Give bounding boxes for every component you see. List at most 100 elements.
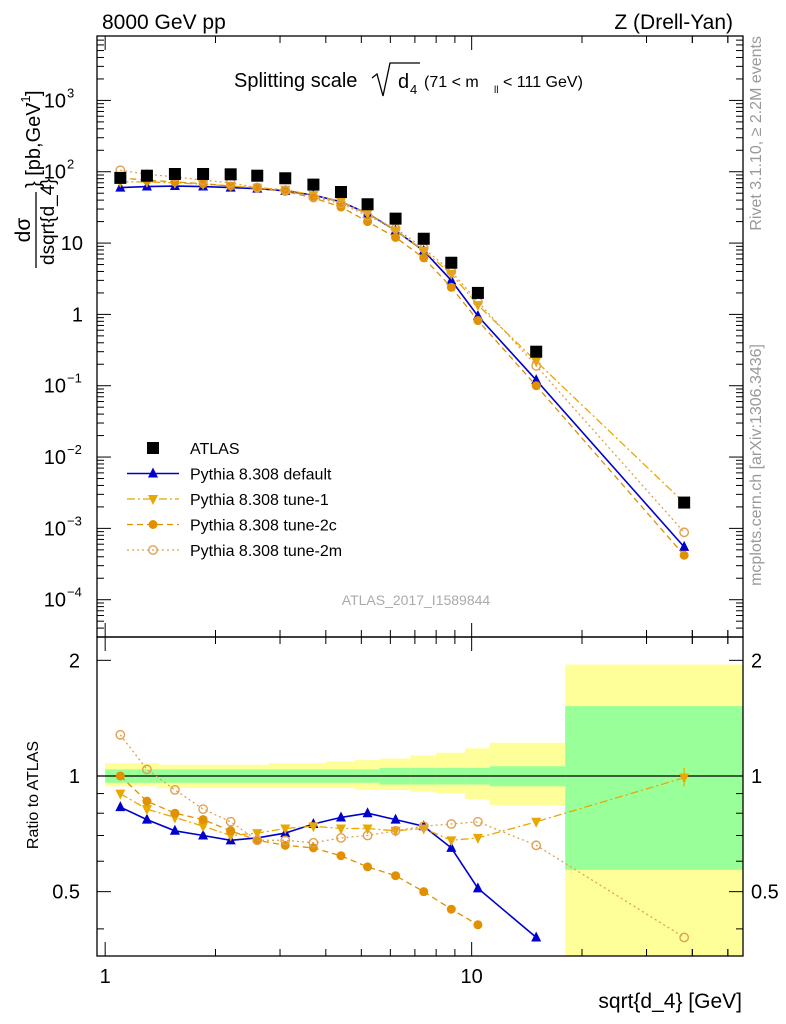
- y-tick-label: 10: [61, 233, 83, 255]
- legend-entry: Pythia 8.308 tune-1: [127, 492, 329, 509]
- ratio-frame: [96, 636, 744, 957]
- y-tick-exponent: 2: [67, 157, 74, 172]
- legend-label: Pythia 8.308 default: [190, 467, 332, 484]
- svg-text:dsqrt{d_4}: dsqrt{d_4}: [38, 178, 59, 265]
- legend-marker: [148, 545, 158, 555]
- ratio-y-ticks: 0.5 0.5 1 1 2 2: [52, 650, 779, 930]
- legend-entry: Pythia 8.308 default: [127, 467, 332, 484]
- ratio-point: [336, 833, 346, 843]
- ratio-point: [308, 843, 318, 853]
- ratio-point: [446, 836, 457, 847]
- header-right: Z (Drell-Yan): [614, 11, 733, 34]
- ratio-series-4: [115, 729, 690, 943]
- y-tick-label: 10 −2: [44, 442, 82, 469]
- ratio-point: [280, 824, 291, 835]
- svg-text:-1: -1: [18, 95, 33, 107]
- ratio-y-tick-label-right: 0.5: [751, 882, 779, 904]
- ratio-point: [472, 833, 483, 844]
- ratio-point: [225, 816, 236, 827]
- x-tick-label: 10: [461, 966, 483, 988]
- ratio-point: [169, 824, 180, 835]
- ratio-point: [252, 835, 263, 846]
- y-tick-exponent: −1: [67, 371, 82, 386]
- legend-marker: [147, 442, 159, 454]
- y-tick-base: 10: [61, 233, 83, 255]
- ratio-point: [390, 825, 401, 836]
- y-tick-label: 10 2: [44, 157, 74, 184]
- stat-uncertainty-band: [565, 706, 743, 870]
- ratio-point: [141, 805, 152, 816]
- y-tick-label: 10 −3: [44, 513, 82, 540]
- ratio-y-tick-label: 0.5: [52, 882, 80, 904]
- svg-text:} [pb,GeV: } [pb,GeV: [23, 102, 45, 188]
- svg-text:4: 4: [410, 82, 417, 97]
- series-pythia-3: [115, 173, 689, 560]
- y-tick-base: 10: [44, 162, 66, 184]
- ratio-point: [335, 811, 346, 822]
- data-point: [391, 232, 401, 242]
- legend-entry: Pythia 8.308 tune-2c: [127, 518, 337, 535]
- ratio-point: [335, 824, 346, 835]
- legend: ATLAS Pythia 8.308 default Pythia 8.308 tu…: [127, 441, 342, 560]
- ratio-point: [391, 871, 401, 881]
- svg-text:(71 < m: (71 < m: [424, 74, 479, 91]
- data-point: [252, 182, 263, 193]
- legend-label: Pythia 8.308 tune-2c: [190, 518, 337, 535]
- ratio-point: [336, 851, 346, 861]
- ratio-point: [280, 835, 291, 846]
- legend-label: Pythia 8.308 tune-2m: [190, 543, 342, 560]
- ratio-point: [679, 932, 690, 943]
- data-point: [473, 316, 483, 326]
- data-point: [252, 183, 262, 193]
- ratio-point: [446, 819, 457, 829]
- ratio-y-tick-label-right: 2: [751, 650, 762, 672]
- data-point: [445, 256, 458, 269]
- ratio-series-3: [115, 771, 483, 930]
- data-point: [197, 167, 210, 180]
- ratio-point: [115, 729, 126, 740]
- data-point: [446, 282, 456, 292]
- ratio-point: [141, 813, 152, 824]
- data-point: [362, 211, 373, 221]
- legend-label: ATLAS: [190, 441, 240, 458]
- data-point: [308, 192, 319, 203]
- ratio-point: [531, 840, 542, 851]
- data-point: [336, 198, 346, 209]
- ratio-point: [531, 931, 542, 942]
- ratio-point: [198, 815, 208, 825]
- y-tick-label: 10 −1: [44, 371, 82, 398]
- y-tick-label: 10 3: [44, 85, 74, 112]
- data-point: [446, 269, 457, 280]
- y-tick-base: 10: [44, 376, 66, 398]
- uncertainty-bands: [105, 664, 743, 956]
- ratio-point: [418, 821, 429, 832]
- chart-title: Splitting scale d 4 (71 < m ll < 111 GeV…: [234, 62, 583, 97]
- ratio-point: [363, 862, 373, 872]
- series-line: [120, 181, 685, 504]
- ratio-panel: 1 10 0.5 0.5 1 1 2 2: [52, 36, 779, 988]
- ratio-point: [115, 789, 126, 800]
- ratio-point: [142, 796, 152, 806]
- ratio-line: [119, 775, 479, 926]
- ratio-point: [280, 840, 290, 850]
- series-atlas: [114, 167, 691, 509]
- ratio-y-axis-label: Ratio to ATLAS: [25, 741, 42, 849]
- x-tick-label: 1: [100, 966, 111, 988]
- x-axis-label: sqrt{d_4} [GeV]: [598, 990, 742, 1013]
- ratio-y-tick-label-right: 1: [751, 766, 762, 788]
- ratio-y-tick-label: 2: [69, 650, 80, 672]
- sqrt-symbol: [371, 62, 420, 97]
- data-point: [417, 232, 430, 245]
- data-point: [390, 226, 401, 237]
- y-tick-exponent: −3: [67, 513, 82, 528]
- main-series: [114, 165, 691, 560]
- data-point: [530, 345, 543, 358]
- data-point: [251, 169, 264, 182]
- data-point: [471, 286, 484, 299]
- data-point: [531, 374, 542, 385]
- data-point: [678, 496, 691, 509]
- data-point: [140, 169, 153, 182]
- legend-entry: Pythia 8.308 tune-2m: [127, 543, 342, 560]
